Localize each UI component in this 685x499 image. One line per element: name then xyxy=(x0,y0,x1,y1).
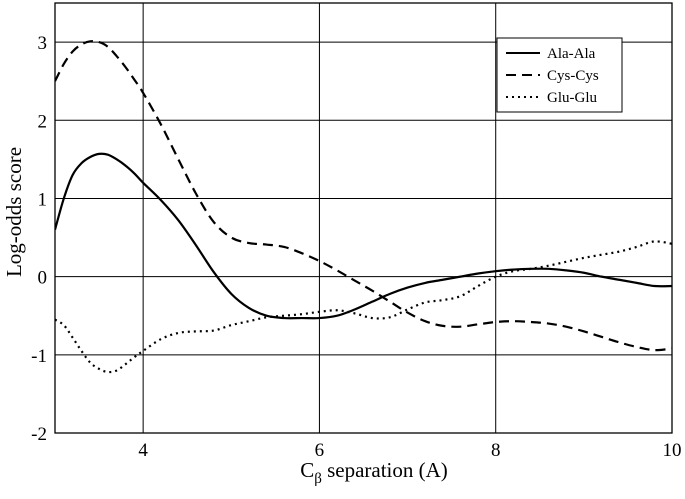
y-tick-label: -2 xyxy=(31,424,47,445)
x-tick-label: 4 xyxy=(138,440,148,461)
y-tick-label: 2 xyxy=(38,111,48,132)
y-tick-label: 0 xyxy=(38,268,48,289)
plot-frame xyxy=(54,2,673,434)
x-axis-title-main: C xyxy=(300,458,314,482)
y-tick-label: -1 xyxy=(31,346,47,367)
x-tick-label: 8 xyxy=(491,440,501,461)
legend-box xyxy=(496,37,623,113)
tick-labels: 4 6 8 10 -2 -1 0 1 2 3 xyxy=(31,33,681,461)
legend-label-ala-ala: Ala-Ala xyxy=(547,46,596,62)
legend: Ala-Ala Cys-Cys Glu-Glu xyxy=(496,37,623,113)
series-line-ala-ala xyxy=(55,152,672,320)
y-tick-label: 1 xyxy=(38,189,48,210)
x-tick-label: 6 xyxy=(315,440,325,461)
x-axis-title-rest: separation (A) xyxy=(322,458,448,482)
series-lines xyxy=(55,40,672,374)
series-line-cys-cys xyxy=(55,40,672,352)
x-axis-title: Cβ separation (A) xyxy=(300,458,448,487)
series-line-glu-glu xyxy=(55,240,672,374)
x-tick-label: 10 xyxy=(663,440,682,461)
y-axis-title: Log-odds score xyxy=(2,147,26,277)
legend-label-cys-cys: Cys-Cys xyxy=(547,68,599,84)
x-axis-title-subscript: β xyxy=(314,471,322,487)
y-tick-label: 3 xyxy=(38,33,48,54)
legend-label-glu-glu: Glu-Glu xyxy=(547,90,597,106)
